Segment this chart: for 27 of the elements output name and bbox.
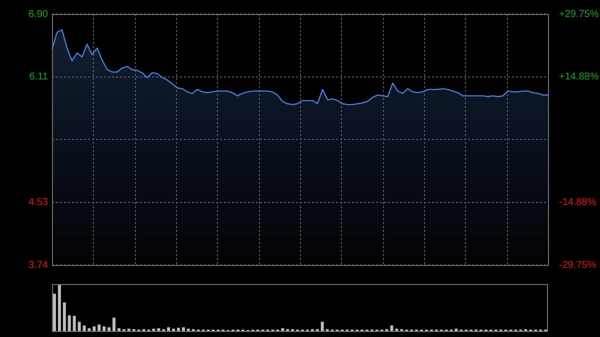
bar — [281, 328, 284, 331]
bar — [108, 327, 111, 331]
y-tick-label: 6.90 — [28, 8, 48, 20]
bar — [58, 285, 61, 331]
y-tick-label: 3.74 — [28, 260, 48, 271]
y2-tick-label: +14.88% — [559, 71, 599, 82]
bar — [167, 327, 170, 331]
bar — [68, 315, 71, 331]
y2-tick-label: +29.75% — [559, 8, 599, 20]
bar — [98, 324, 101, 331]
y2-tick-label: -14.88% — [559, 197, 596, 208]
bar — [62, 302, 66, 331]
bar — [320, 322, 324, 331]
y-tick-label: 6.11 — [29, 72, 48, 82]
bar — [52, 294, 56, 331]
y2-tick-label: -29.75% — [559, 260, 596, 271]
bar — [78, 322, 81, 331]
bar — [182, 327, 185, 331]
bar — [88, 328, 91, 331]
bar — [112, 318, 116, 331]
bar — [117, 328, 120, 331]
y-tick-label: 4.53 — [28, 197, 48, 208]
bar — [176, 328, 180, 331]
bar — [92, 326, 96, 331]
bar — [157, 328, 160, 331]
bar — [102, 326, 106, 331]
bar — [72, 316, 76, 331]
